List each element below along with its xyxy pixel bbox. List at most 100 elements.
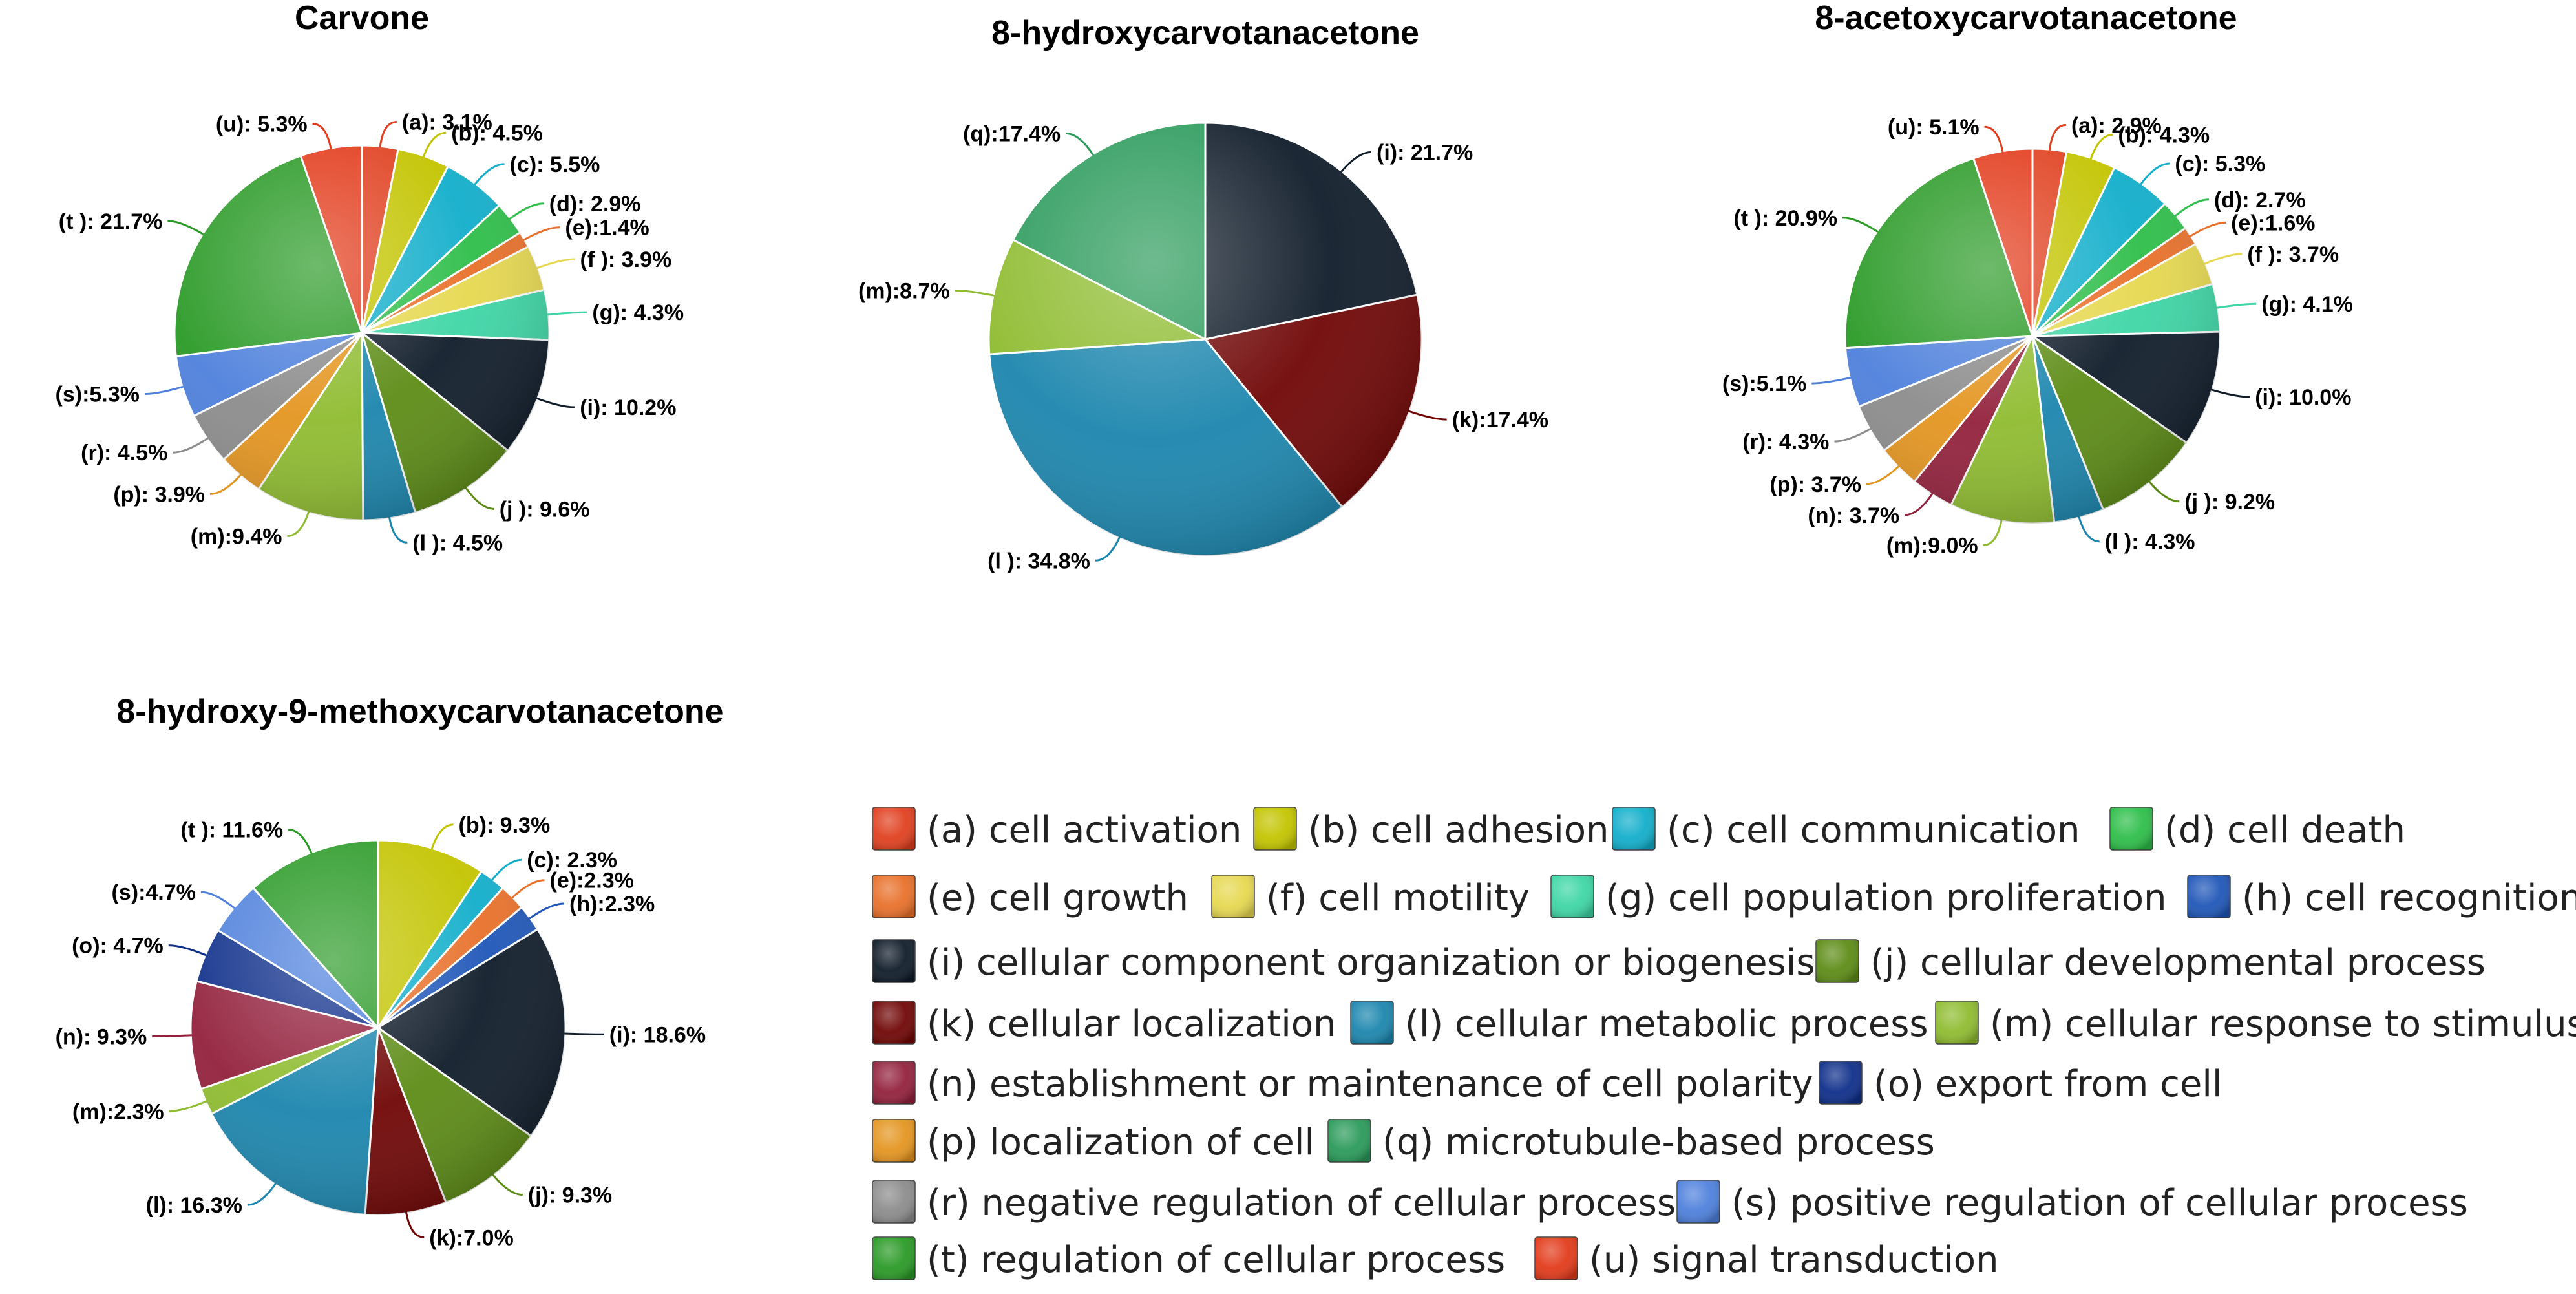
leader-line-p <box>1866 463 1902 485</box>
leader-line-i <box>533 396 575 408</box>
leader-line-r <box>173 436 211 454</box>
legend-item-t: (t) regulation of cellular process <box>872 1236 1505 1281</box>
leader-line-t <box>167 220 207 237</box>
slice-label-d: (d): 2.9% <box>549 192 641 217</box>
leader-line-j <box>463 485 494 510</box>
legend-label: (t) regulation of cellular process <box>927 1239 1505 1281</box>
legend-swatch-shine <box>1351 1001 1393 1044</box>
slice-label-i: (i): 18.6% <box>609 1023 706 1047</box>
slice-label-e: (e):1.6% <box>2231 211 2315 236</box>
legend-swatch-shine <box>1936 1001 1978 1044</box>
leader-line-b <box>421 131 447 160</box>
slice-label-e: (e):1.4% <box>565 216 649 240</box>
slice-label-i: (i): 10.2% <box>580 396 676 420</box>
legend-item-b: (b) cell adhesion <box>1253 807 1609 851</box>
leader-line-l <box>1095 534 1122 562</box>
legend-label: (f) cell motility <box>1266 877 1530 919</box>
slice-label-p: (p): 3.9% <box>113 482 205 507</box>
legend-swatch-shine <box>872 1061 915 1104</box>
slice-label-t: (t ): 21.7% <box>59 209 163 234</box>
slice-label-g: (g): 4.1% <box>2261 292 2353 317</box>
leader-line-n <box>152 1034 195 1037</box>
leader-line-c <box>472 163 505 187</box>
legend-label: (c) cell communication <box>1667 809 2080 851</box>
legend-label: (d) cell death <box>2164 809 2405 851</box>
legend-item-k: (k) cellular localization <box>872 1001 1336 1045</box>
pie-chart-3: 8-acetoxycarvotanacetone (a): 2.9%(b): 4.… <box>1722 0 2353 558</box>
legend-swatch-shine <box>2188 875 2230 918</box>
legend-label: (b) cell adhesion <box>1308 809 1609 851</box>
legend-label: (i) cellular component organization or b… <box>927 942 1815 984</box>
slice-label-r: (r): 4.5% <box>81 441 167 465</box>
legend-label: (e) cell growth <box>927 877 1188 919</box>
legend-swatch-shine <box>872 1119 915 1162</box>
leader-line-f <box>2201 253 2243 266</box>
leader-line-m <box>169 1099 210 1112</box>
leader-line-i <box>2208 388 2250 398</box>
legend-label: (g) cell population proliferation <box>1605 877 2167 919</box>
leader-line-c <box>489 858 522 884</box>
legend-label: (r) negative regulation of cellular proc… <box>927 1182 1676 1224</box>
legend-item-i: (i) cellular component organization or b… <box>872 939 1815 984</box>
leader-line-d <box>2172 198 2209 219</box>
slice-label-i: (i): 10.0% <box>2255 385 2351 410</box>
leader-line-i <box>1338 151 1372 175</box>
slice-label-i: (i): 21.7% <box>1377 140 1473 165</box>
slice-label-j: (j): 9.3% <box>528 1183 612 1208</box>
chart-title: 8-hydroxycarvotanacetone <box>991 14 1419 52</box>
leader-line-d <box>506 202 544 222</box>
leader-line-m <box>287 508 311 537</box>
slice-label-j: (j ): 9.2% <box>2184 490 2275 514</box>
leader-line-j <box>490 1171 523 1196</box>
legend-label: (m) cellular response to stimulus <box>1990 1003 2576 1045</box>
chart-title: 8-hydroxy-9-methoxycarvotanacetone <box>116 693 723 730</box>
legend-item-f: (f) cell motility <box>1211 875 1530 919</box>
legend-swatch-shine <box>1819 1061 1862 1104</box>
legend-item-e: (e) cell growth <box>872 875 1188 919</box>
slice-label-m: (m):9.4% <box>191 524 282 549</box>
legend-swatch-shine <box>872 1001 915 1044</box>
leader-line-k <box>1405 409 1447 421</box>
leader-line-j <box>2146 478 2180 503</box>
legend-label: (q) microtubule-based process <box>1382 1121 1935 1163</box>
slice-label-l: (l ): 34.8% <box>987 549 1090 573</box>
legend-swatch-shine <box>1816 940 1859 982</box>
slice-label-l: (l ): 4.5% <box>412 531 503 555</box>
leader-line-h <box>526 902 565 922</box>
legend-swatch-shine <box>872 807 915 850</box>
leader-line-p <box>209 472 244 495</box>
legend-item-a: (a) cell activation <box>872 807 1241 851</box>
legend-swatch-shine <box>1551 875 1594 918</box>
slice-label-k: (k):17.4% <box>1452 408 1548 432</box>
legend-item-d: (d) cell death <box>2109 807 2405 851</box>
slice-label-l: (l ): 4.3% <box>2105 530 2195 555</box>
legend-item-u: (u) signal transduction <box>1534 1236 1999 1281</box>
slice-label-s: (s):5.1% <box>1722 372 1806 396</box>
chart-title: Carvone <box>295 0 429 37</box>
legend-label: (j) cellular developmental process <box>1870 942 2486 984</box>
slice-label-k: (k):7.0% <box>429 1225 513 1250</box>
leader-line-s <box>144 385 187 395</box>
legend-label: (o) export from cell <box>1874 1063 2222 1105</box>
slice-label-s: (s):5.3% <box>56 383 140 407</box>
legend-swatch-shine <box>1212 875 1254 918</box>
slice-label-o: (o): 4.7% <box>72 934 164 959</box>
legend-swatch-shine <box>872 940 915 982</box>
leader-line-g <box>544 311 587 316</box>
slice-label-c: (c): 5.5% <box>510 153 600 177</box>
legend-item-h: (h) cell recognition <box>2187 875 2576 919</box>
slice-label-u: (u): 5.3% <box>216 112 308 137</box>
legend-label: (a) cell activation <box>927 809 1241 851</box>
pie-chart-1: Carvone (a): 3.1%(b): 4.5% (c): 5.5% (d): 2… <box>56 0 684 555</box>
slice-label-s: (s):4.7% <box>112 880 196 905</box>
slice-label-m: (m):8.7% <box>858 279 950 303</box>
slice-label-h: (h):2.3% <box>569 892 655 917</box>
slice-label-l: (l): 16.3% <box>146 1193 242 1218</box>
chart-title: 8-acetoxycarvotanacetone <box>1815 0 2237 37</box>
legend-label: (s) positive regulation of cellular proc… <box>1731 1182 2468 1224</box>
legend-item-r: (r) negative regulation of cellular proc… <box>872 1180 1676 1224</box>
pie-chart-2: 8-hydroxycarvotanacetone (i): 21.7% (k):17… <box>858 14 1548 573</box>
legend-label: (h) cell recognition <box>2242 877 2576 919</box>
legend-swatch-shine <box>872 875 915 918</box>
leader-line-n <box>1904 490 1935 516</box>
